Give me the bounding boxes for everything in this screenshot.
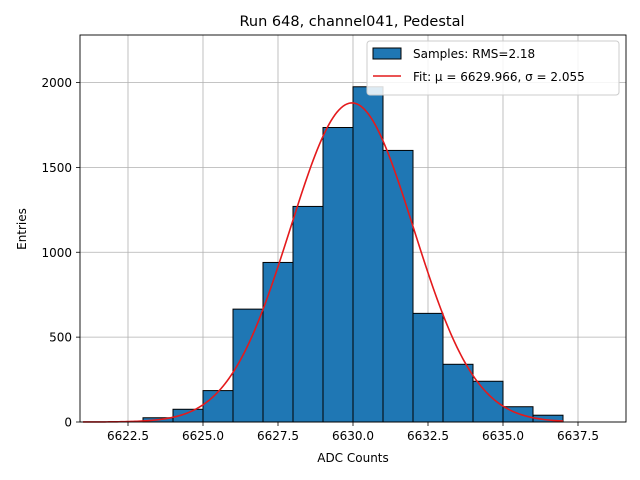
histogram-bars <box>142 86 564 423</box>
x-tick-label: 6627.5 <box>257 429 299 443</box>
histogram-bar <box>352 86 384 423</box>
y-tick-label: 2000 <box>41 76 72 90</box>
y-tick-label: 500 <box>49 331 72 345</box>
x-tick-label: 6630.0 <box>332 429 374 443</box>
histogram-bar <box>412 312 444 423</box>
legend-fit-label: Fit: μ = 6629.966, σ = 2.055 <box>413 70 585 84</box>
histogram-bar <box>472 380 504 423</box>
histogram-bar <box>322 127 354 423</box>
x-tick-label: 6637.5 <box>557 429 599 443</box>
histogram-bar <box>382 149 414 423</box>
y-axis-ticks: 0 500 1000 1500 2000 <box>41 76 80 430</box>
x-tick-label: 6622.5 <box>107 429 149 443</box>
y-tick-label: 1000 <box>41 246 72 260</box>
legend-samples-label: Samples: RMS=2.18 <box>413 47 535 61</box>
histogram-bar <box>262 261 294 423</box>
x-tick-label: 6635.0 <box>482 429 524 443</box>
histogram-bar <box>442 363 474 423</box>
legend: Samples: RMS=2.18 Fit: μ = 6629.966, σ =… <box>366 40 620 96</box>
chart-title: Run 648, channel041, Pedestal <box>239 14 464 30</box>
histogram-bar <box>292 205 324 423</box>
histogram-bar <box>202 390 234 423</box>
y-tick-label: 0 <box>64 416 72 430</box>
fit-curve-layer <box>82 102 564 423</box>
legend-samples-swatch <box>372 47 402 60</box>
fit-curve <box>82 102 564 423</box>
x-axis-label: ADC Counts <box>317 451 389 465</box>
y-axis-label: Entries <box>15 208 29 250</box>
legend-box <box>366 40 620 96</box>
x-tick-label: 6632.5 <box>407 429 449 443</box>
x-tick-label: 6625.0 <box>182 429 224 443</box>
x-axis-ticks: 6622.5 6625.0 6627.5 6630.0 6632.5 6635.0 6637… <box>107 422 599 443</box>
y-tick-label: 1500 <box>41 161 72 175</box>
